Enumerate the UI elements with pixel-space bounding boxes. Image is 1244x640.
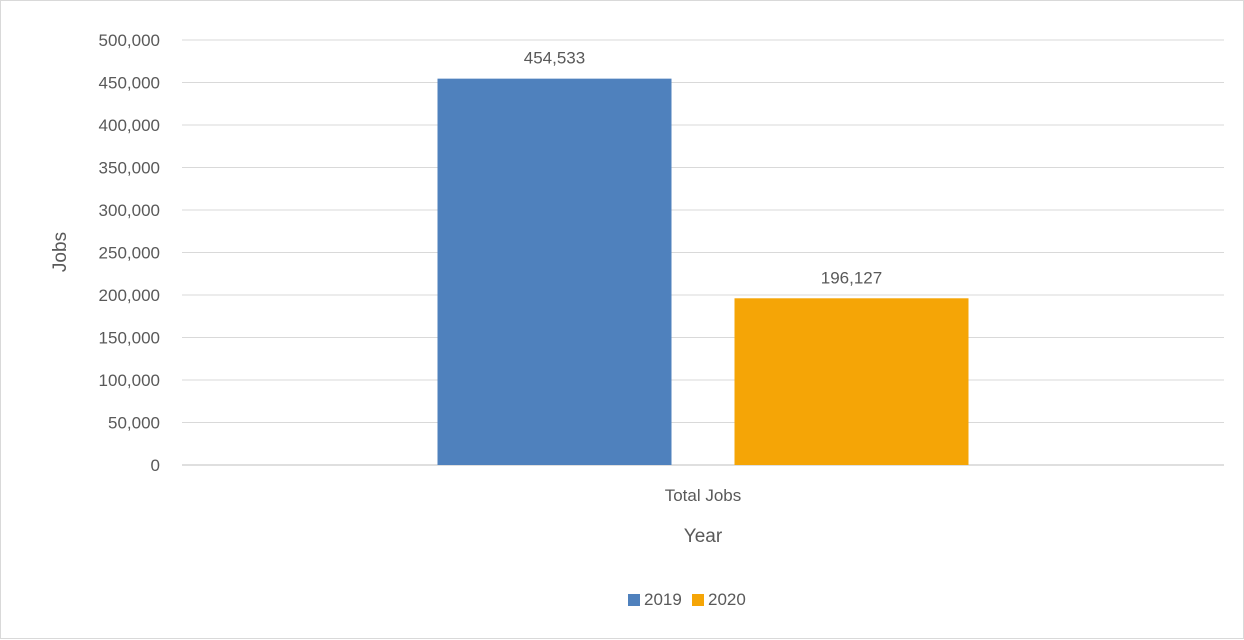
y-tick-label: 300,000: [99, 201, 160, 220]
y-tick-label: 50,000: [108, 414, 160, 433]
data-label-2019: 454,533: [524, 49, 585, 68]
y-tick-label: 100,000: [99, 371, 160, 390]
legend-swatch-2019: [628, 594, 640, 606]
data-labels: 454,533 196,127: [524, 49, 882, 288]
y-tick-label: 500,000: [99, 31, 160, 50]
y-axis-ticks: 0 50,000 100,000 150,000 200,000 250,000 300,0…: [99, 31, 160, 475]
y-tick-label: 450,000: [99, 74, 160, 93]
y-axis-title: Jobs: [50, 232, 71, 272]
y-tick-label: 200,000: [99, 286, 160, 305]
gridlines: [182, 39, 1224, 466]
y-tick-label: 0: [151, 456, 160, 475]
legend-label-2020: 2020: [708, 590, 746, 609]
legend-label-2019: 2019: [644, 590, 682, 609]
y-tick-label: 350,000: [99, 159, 160, 178]
bar-2019: [437, 78, 672, 466]
y-tick-label: 250,000: [99, 244, 160, 263]
y-tick-label: 150,000: [99, 329, 160, 348]
legend: 2019 2020: [628, 590, 746, 609]
y-tick-label: 400,000: [99, 116, 160, 135]
bars: [437, 78, 969, 466]
legend-swatch-2020: [692, 594, 704, 606]
x-axis-title: Year: [684, 526, 723, 547]
x-tick-label: Total Jobs: [665, 486, 742, 505]
data-label-2020: 196,127: [821, 268, 882, 287]
bar-2020: [734, 298, 969, 465]
